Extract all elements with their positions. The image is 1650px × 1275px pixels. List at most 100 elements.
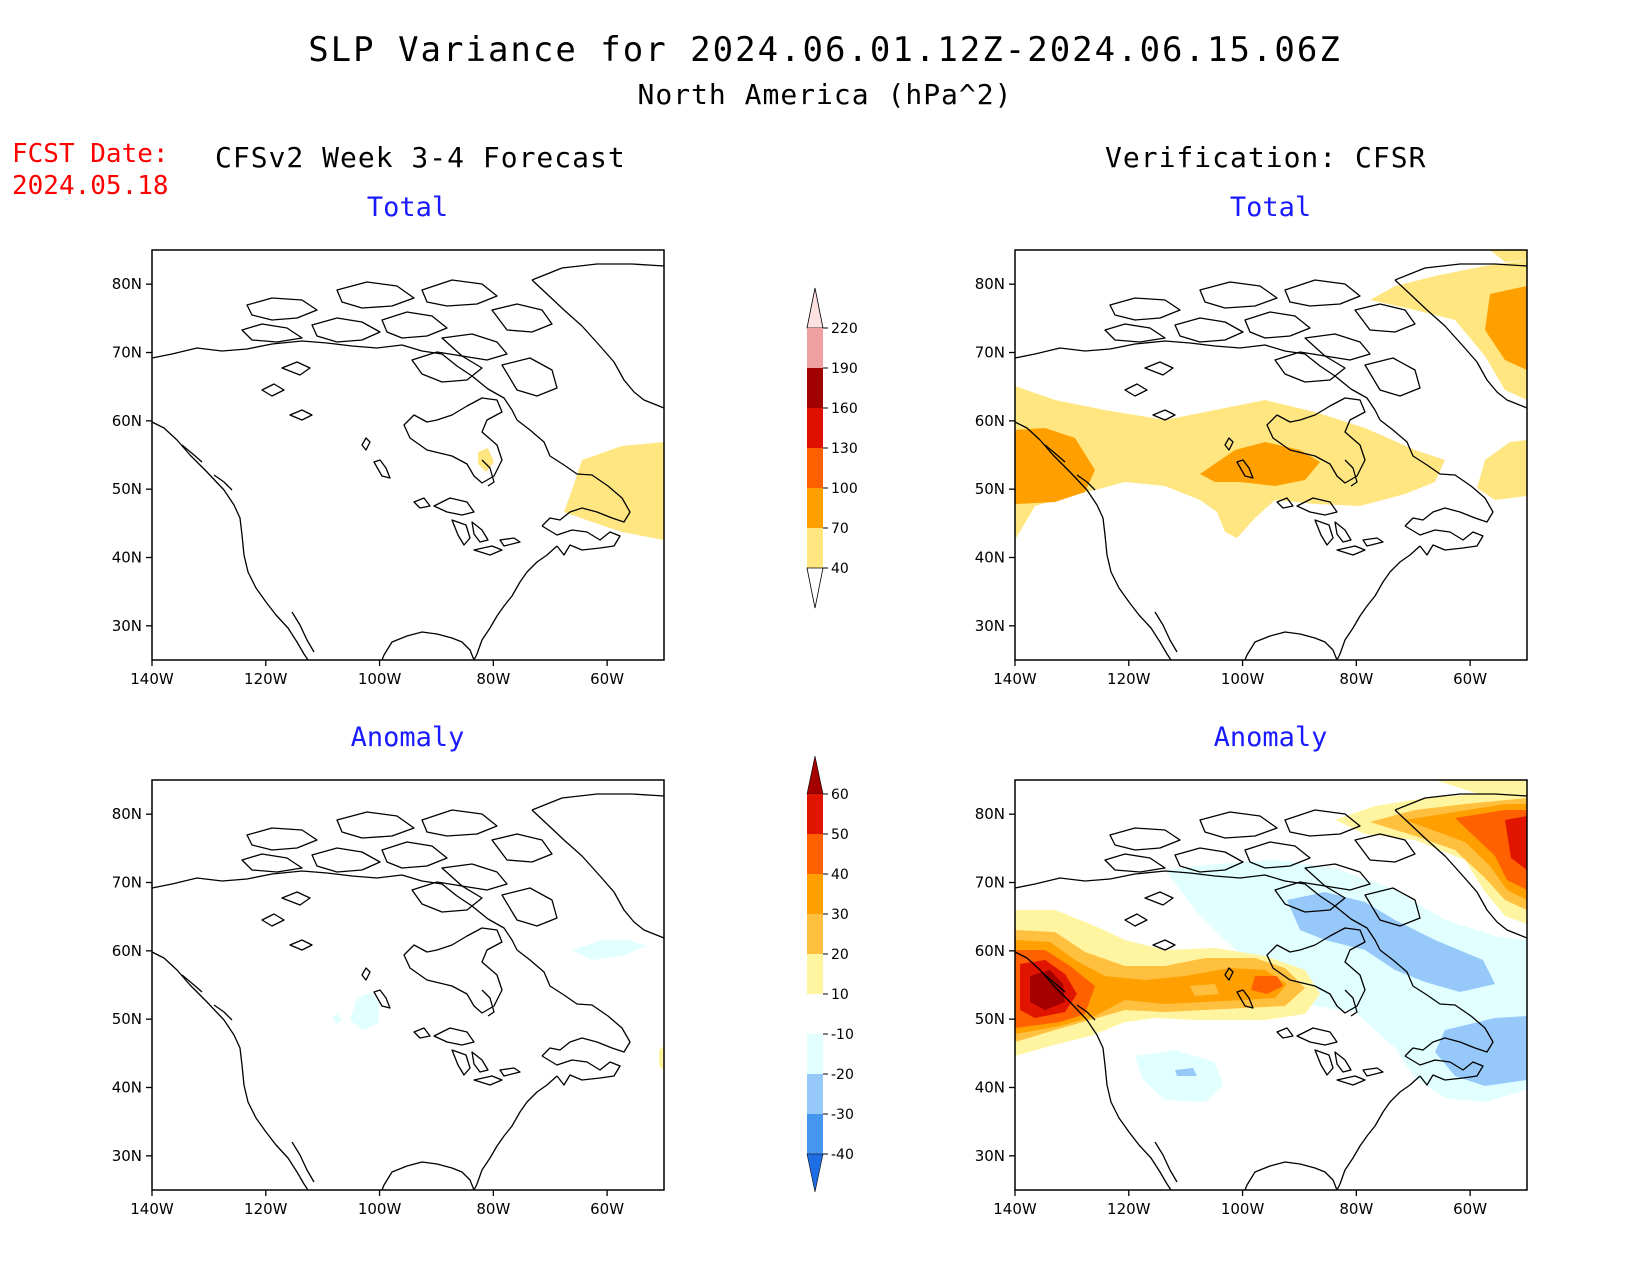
- colorbar-label: 10: [831, 987, 849, 1003]
- colorbar-label: 70: [831, 521, 849, 537]
- colorbar-label: -20: [831, 1067, 854, 1083]
- colorbar-box: [807, 488, 823, 528]
- lon-tick-label: 60W: [1453, 1200, 1487, 1218]
- colorbar-box: [807, 368, 823, 408]
- colorbar-box: [807, 528, 823, 568]
- map-verification-anomaly: 140W 120W 100W 80W 60W 80N 70N 60N 50N 40N 30N: [975, 779, 1528, 1218]
- colorbar-label: 190: [831, 361, 858, 377]
- lat-tick-label: 60N: [112, 942, 142, 960]
- colorbar-label: 30: [831, 907, 849, 923]
- colorbar-triangle-top: [806, 287, 824, 329]
- lat-tick-label: 80N: [975, 805, 1005, 823]
- colorbar-label: 40: [831, 867, 849, 883]
- lat-tick-label: 60N: [975, 412, 1005, 430]
- lon-tick-label: 100W: [1221, 670, 1265, 688]
- map-forecast-total: 140W 120W 100W 80W 60W 80N 70N 60N 50N 40N 30N: [112, 249, 665, 688]
- colorbar-box: [807, 448, 823, 488]
- lat-tick-label: 30N: [112, 1147, 142, 1165]
- lat-tick-label: 40N: [975, 549, 1005, 567]
- colorbar-box: [807, 914, 823, 954]
- panel-title-top-left: Total: [366, 192, 449, 223]
- lat-tick-label: 70N: [112, 874, 142, 892]
- lat-tick-label: 50N: [112, 480, 142, 498]
- lat-tick-label: 70N: [112, 344, 142, 362]
- lat-tick-label: 40N: [112, 549, 142, 567]
- right-column-title: Verification: CFSR: [1105, 141, 1427, 174]
- shade-layer: [1015, 250, 1527, 540]
- colorbar-anomaly: -40 -30 -20 -10 10 20 30 40 50 60: [806, 755, 854, 1193]
- colorbar-box: [807, 834, 823, 874]
- lat-tick-label: 40N: [975, 1079, 1005, 1097]
- colorbar-box: [807, 1114, 823, 1154]
- shade-layer: [332, 940, 664, 1070]
- lat-tick-label: 30N: [112, 617, 142, 635]
- colorbar-label: 40: [831, 561, 849, 577]
- lon-tick-label: 100W: [358, 1200, 402, 1218]
- lat-tick-label: 40N: [112, 1079, 142, 1097]
- panel-title-bottom-right: Anomaly: [1213, 722, 1328, 753]
- lon-tick-label: 140W: [130, 670, 174, 688]
- colorbar-box: [807, 954, 823, 994]
- lon-tick-label: 140W: [993, 1200, 1037, 1218]
- subtitle: North America (hPa^2): [637, 78, 1013, 111]
- lat-tick-label: 80N: [112, 275, 142, 293]
- fcst-date-title: FCST Date:: [12, 139, 169, 169]
- fcst-date-value: 2024.05.18: [12, 171, 169, 201]
- lon-tick-label: 120W: [244, 1200, 288, 1218]
- lon-tick-label: 60W: [590, 1200, 624, 1218]
- lon-tick-label: 140W: [130, 1200, 174, 1218]
- panel-title-bottom-left: Anomaly: [350, 722, 465, 753]
- colorbar-box: [807, 994, 823, 1034]
- lon-tick-label: 140W: [993, 670, 1037, 688]
- map-verification-total: 140W 120W 100W 80W 60W 80N 70N 60N 50N 40N 30N: [975, 249, 1528, 688]
- colorbar-box: [807, 328, 823, 368]
- lon-tick-label: 100W: [358, 670, 402, 688]
- colorbar-box: [807, 874, 823, 914]
- lat-tick-label: 60N: [975, 942, 1005, 960]
- lon-tick-label: 80W: [476, 670, 510, 688]
- lat-tick-label: 50N: [975, 1010, 1005, 1028]
- colorbar-box: [807, 1034, 823, 1074]
- colorbar-label: 130: [831, 441, 858, 457]
- colorbar-box: [807, 1074, 823, 1114]
- colorbar-label: 20: [831, 947, 849, 963]
- colorbar-label: 220: [831, 321, 858, 337]
- colorbar-box: [807, 408, 823, 448]
- colorbar-label: -30: [831, 1107, 854, 1123]
- lon-tick-label: 120W: [1107, 670, 1151, 688]
- lon-tick-label: 100W: [1221, 1200, 1265, 1218]
- colorbar-triangle-bottom: [806, 567, 824, 609]
- lon-tick-label: 80W: [1339, 1200, 1373, 1218]
- lat-tick-label: 80N: [975, 275, 1005, 293]
- lat-tick-label: 30N: [975, 617, 1005, 635]
- shade-layer: [478, 442, 664, 540]
- shade-layer: [1015, 780, 1527, 1102]
- lon-tick-label: 80W: [1339, 670, 1373, 688]
- lat-tick-label: 50N: [975, 480, 1005, 498]
- colorbar-box: [807, 794, 823, 834]
- lon-tick-label: 120W: [1107, 1200, 1151, 1218]
- colorbar-triangle-bottom: [806, 1153, 824, 1193]
- map-forecast-anomaly: 140W 120W 100W 80W 60W 80N 70N 60N 50N 40N 30N: [112, 779, 665, 1218]
- lon-tick-label: 60W: [1453, 670, 1487, 688]
- main-title: SLP Variance for 2024.06.01.12Z-2024.06.…: [308, 30, 1342, 70]
- colorbar-total: 40 70 100 130 160 190 220: [806, 287, 858, 609]
- lat-tick-label: 30N: [975, 1147, 1005, 1165]
- colorbar-label: 160: [831, 401, 858, 417]
- colorbar-label: 100: [831, 481, 858, 497]
- lon-tick-label: 80W: [476, 1200, 510, 1218]
- lon-tick-label: 120W: [244, 670, 288, 688]
- colorbar-label: -10: [831, 1027, 854, 1043]
- colorbar-label: -40: [831, 1147, 854, 1163]
- colorbar-label: 50: [831, 827, 849, 843]
- lat-tick-label: 70N: [975, 874, 1005, 892]
- colorbar-triangle-top: [806, 755, 824, 795]
- lon-tick-label: 60W: [590, 670, 624, 688]
- fcst-date-label: FCST Date: 2024.05.18: [12, 138, 169, 202]
- lat-tick-label: 70N: [975, 344, 1005, 362]
- colorbar-label: 60: [831, 787, 849, 803]
- panel-title-top-right: Total: [1229, 192, 1312, 223]
- lat-tick-label: 80N: [112, 805, 142, 823]
- lat-tick-label: 50N: [112, 1010, 142, 1028]
- left-column-title: CFSv2 Week 3-4 Forecast: [215, 141, 626, 174]
